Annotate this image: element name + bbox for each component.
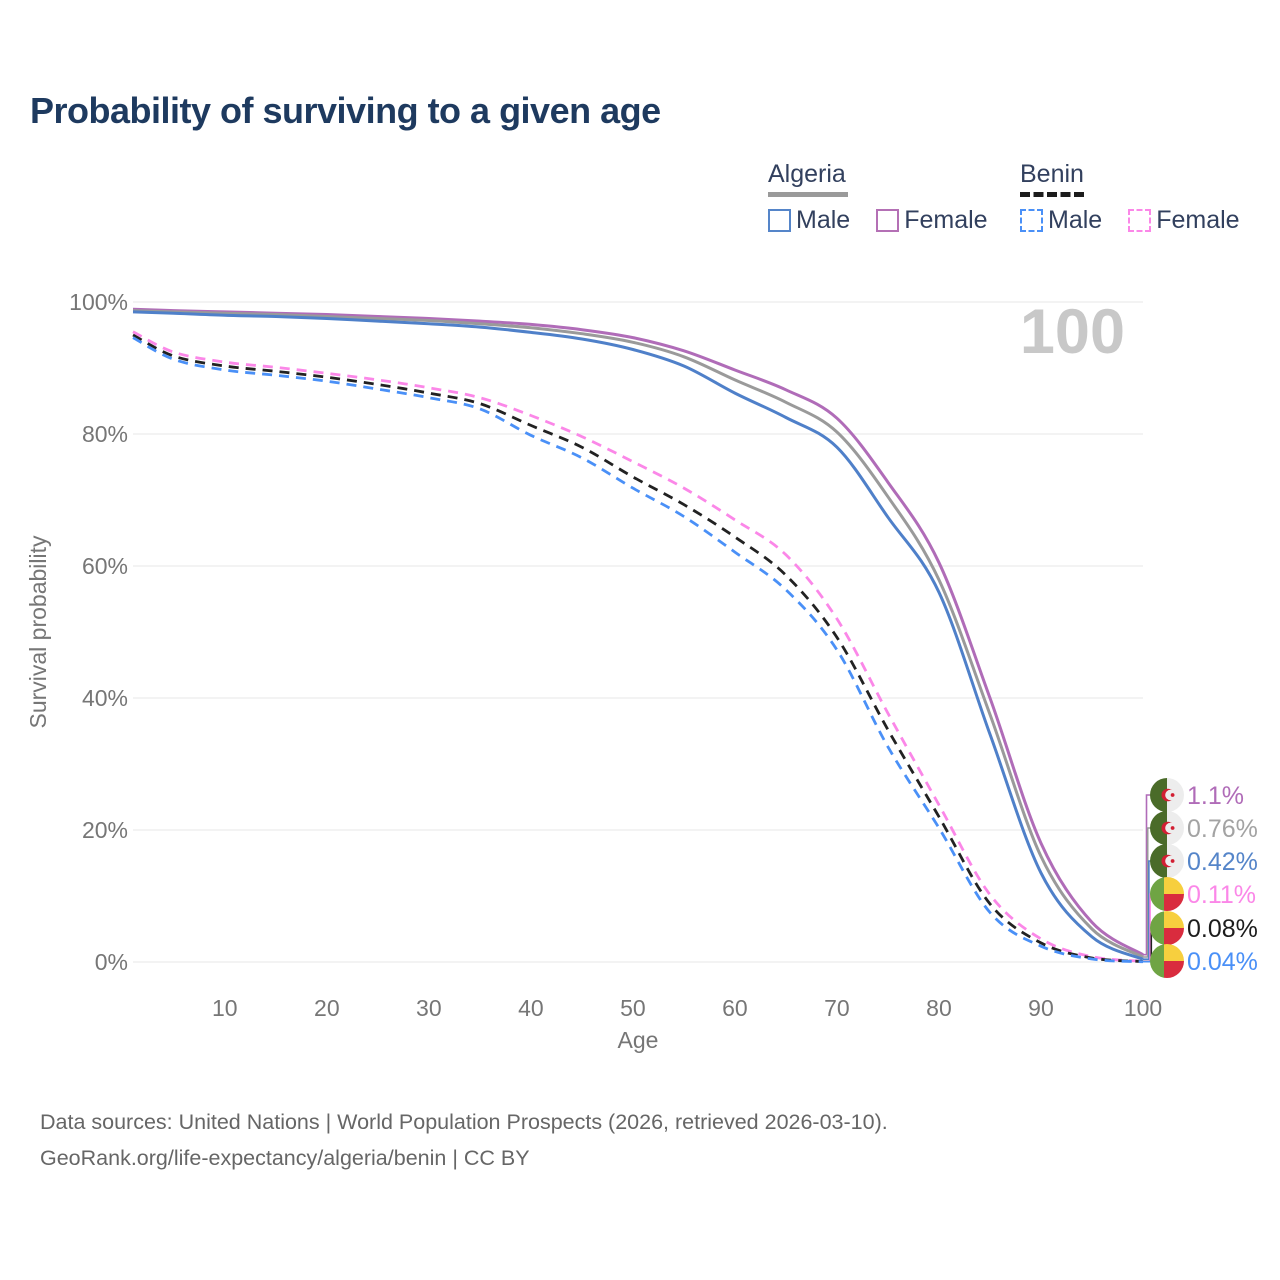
legend-item-algeria-female[interactable]: Female xyxy=(876,206,988,235)
end-value-label: 0.76% xyxy=(1187,815,1258,843)
x-tick-label: 80 xyxy=(926,995,952,1021)
legend-country-benin[interactable]: Benin xyxy=(1020,160,1084,188)
x-tick-label: 100 xyxy=(1124,995,1162,1021)
algeria-line-style-icon xyxy=(768,192,848,197)
footer-attribution[interactable]: GeoRank.org/life-expectancy/algeria/beni… xyxy=(40,1146,530,1170)
x-tick-label: 60 xyxy=(722,995,748,1021)
benin-female-swatch-icon xyxy=(1128,209,1152,232)
legend-country-algeria[interactable]: Algeria xyxy=(768,160,846,188)
algeria-flag-icon xyxy=(1150,778,1184,812)
x-tick-label: 50 xyxy=(620,995,646,1021)
end-value-label: 0.11% xyxy=(1187,881,1256,909)
benin-flag-icon xyxy=(1150,877,1184,911)
legend-label: Female xyxy=(904,206,988,234)
algeria-male-swatch-icon xyxy=(768,209,791,232)
footer: Data sources: United Nations | World Pop… xyxy=(40,1104,888,1176)
legend-group-benin: Benin Male Female xyxy=(1020,160,1240,235)
end-value-label: 0.42% xyxy=(1187,848,1258,876)
end-label-connector xyxy=(1143,860,1154,960)
series-line-benin-male[interactable] xyxy=(132,336,1144,964)
algeria-flag-icon xyxy=(1150,811,1184,845)
end-value-label: 0.08% xyxy=(1187,915,1258,943)
y-tick-label: 0% xyxy=(95,949,128,975)
x-tick-label: 40 xyxy=(518,995,544,1021)
page-title: Probability of surviving to a given age xyxy=(30,90,661,131)
legend-label: Female xyxy=(1156,206,1240,234)
algeria-flag-icon xyxy=(1150,844,1184,878)
y-tick-label: 100% xyxy=(69,289,128,315)
y-axis-label: Survival probability xyxy=(25,535,51,729)
benin-male-swatch-icon xyxy=(1020,209,1043,232)
legend-item-algeria-male[interactable]: Male xyxy=(768,206,850,235)
x-tick-label: 90 xyxy=(1028,995,1054,1021)
footer-data-sources: Data sources: United Nations | World Pop… xyxy=(40,1110,888,1134)
legend-item-benin-male[interactable]: Male xyxy=(1020,206,1102,235)
legend-label: Male xyxy=(796,206,851,234)
series-line-benin-both-sexes[interactable] xyxy=(132,333,1144,963)
x-axis-label: Age xyxy=(618,1027,659,1053)
y-tick-label: 20% xyxy=(82,817,128,843)
series-line-algeria-female[interactable] xyxy=(132,307,1144,957)
age-watermark: 100 xyxy=(1019,297,1125,367)
x-tick-label: 20 xyxy=(314,995,340,1021)
series-line-algeria-male[interactable] xyxy=(132,310,1144,961)
algeria-female-swatch-icon xyxy=(876,209,900,232)
x-tick-label: 10 xyxy=(212,995,238,1021)
end-value-label: 0.04% xyxy=(1187,948,1258,976)
series-line-algeria-both-sexes[interactable] xyxy=(132,309,1144,959)
end-value-label: 1.1% xyxy=(1187,782,1244,810)
x-tick-label: 30 xyxy=(416,995,442,1021)
benin-flag-icon xyxy=(1150,944,1184,978)
y-tick-label: 40% xyxy=(82,685,128,711)
benin-flag-icon xyxy=(1150,911,1184,945)
benin-line-style-icon xyxy=(1020,192,1084,197)
x-tick-label: 70 xyxy=(824,995,850,1021)
series-line-benin-female[interactable] xyxy=(132,330,1144,963)
legend-label: Male xyxy=(1048,206,1103,234)
legend-item-benin-female[interactable]: Female xyxy=(1128,206,1240,235)
y-tick-label: 80% xyxy=(82,421,128,447)
legend-group-algeria: Algeria Male Female xyxy=(768,160,988,235)
y-tick-label: 60% xyxy=(82,553,128,579)
